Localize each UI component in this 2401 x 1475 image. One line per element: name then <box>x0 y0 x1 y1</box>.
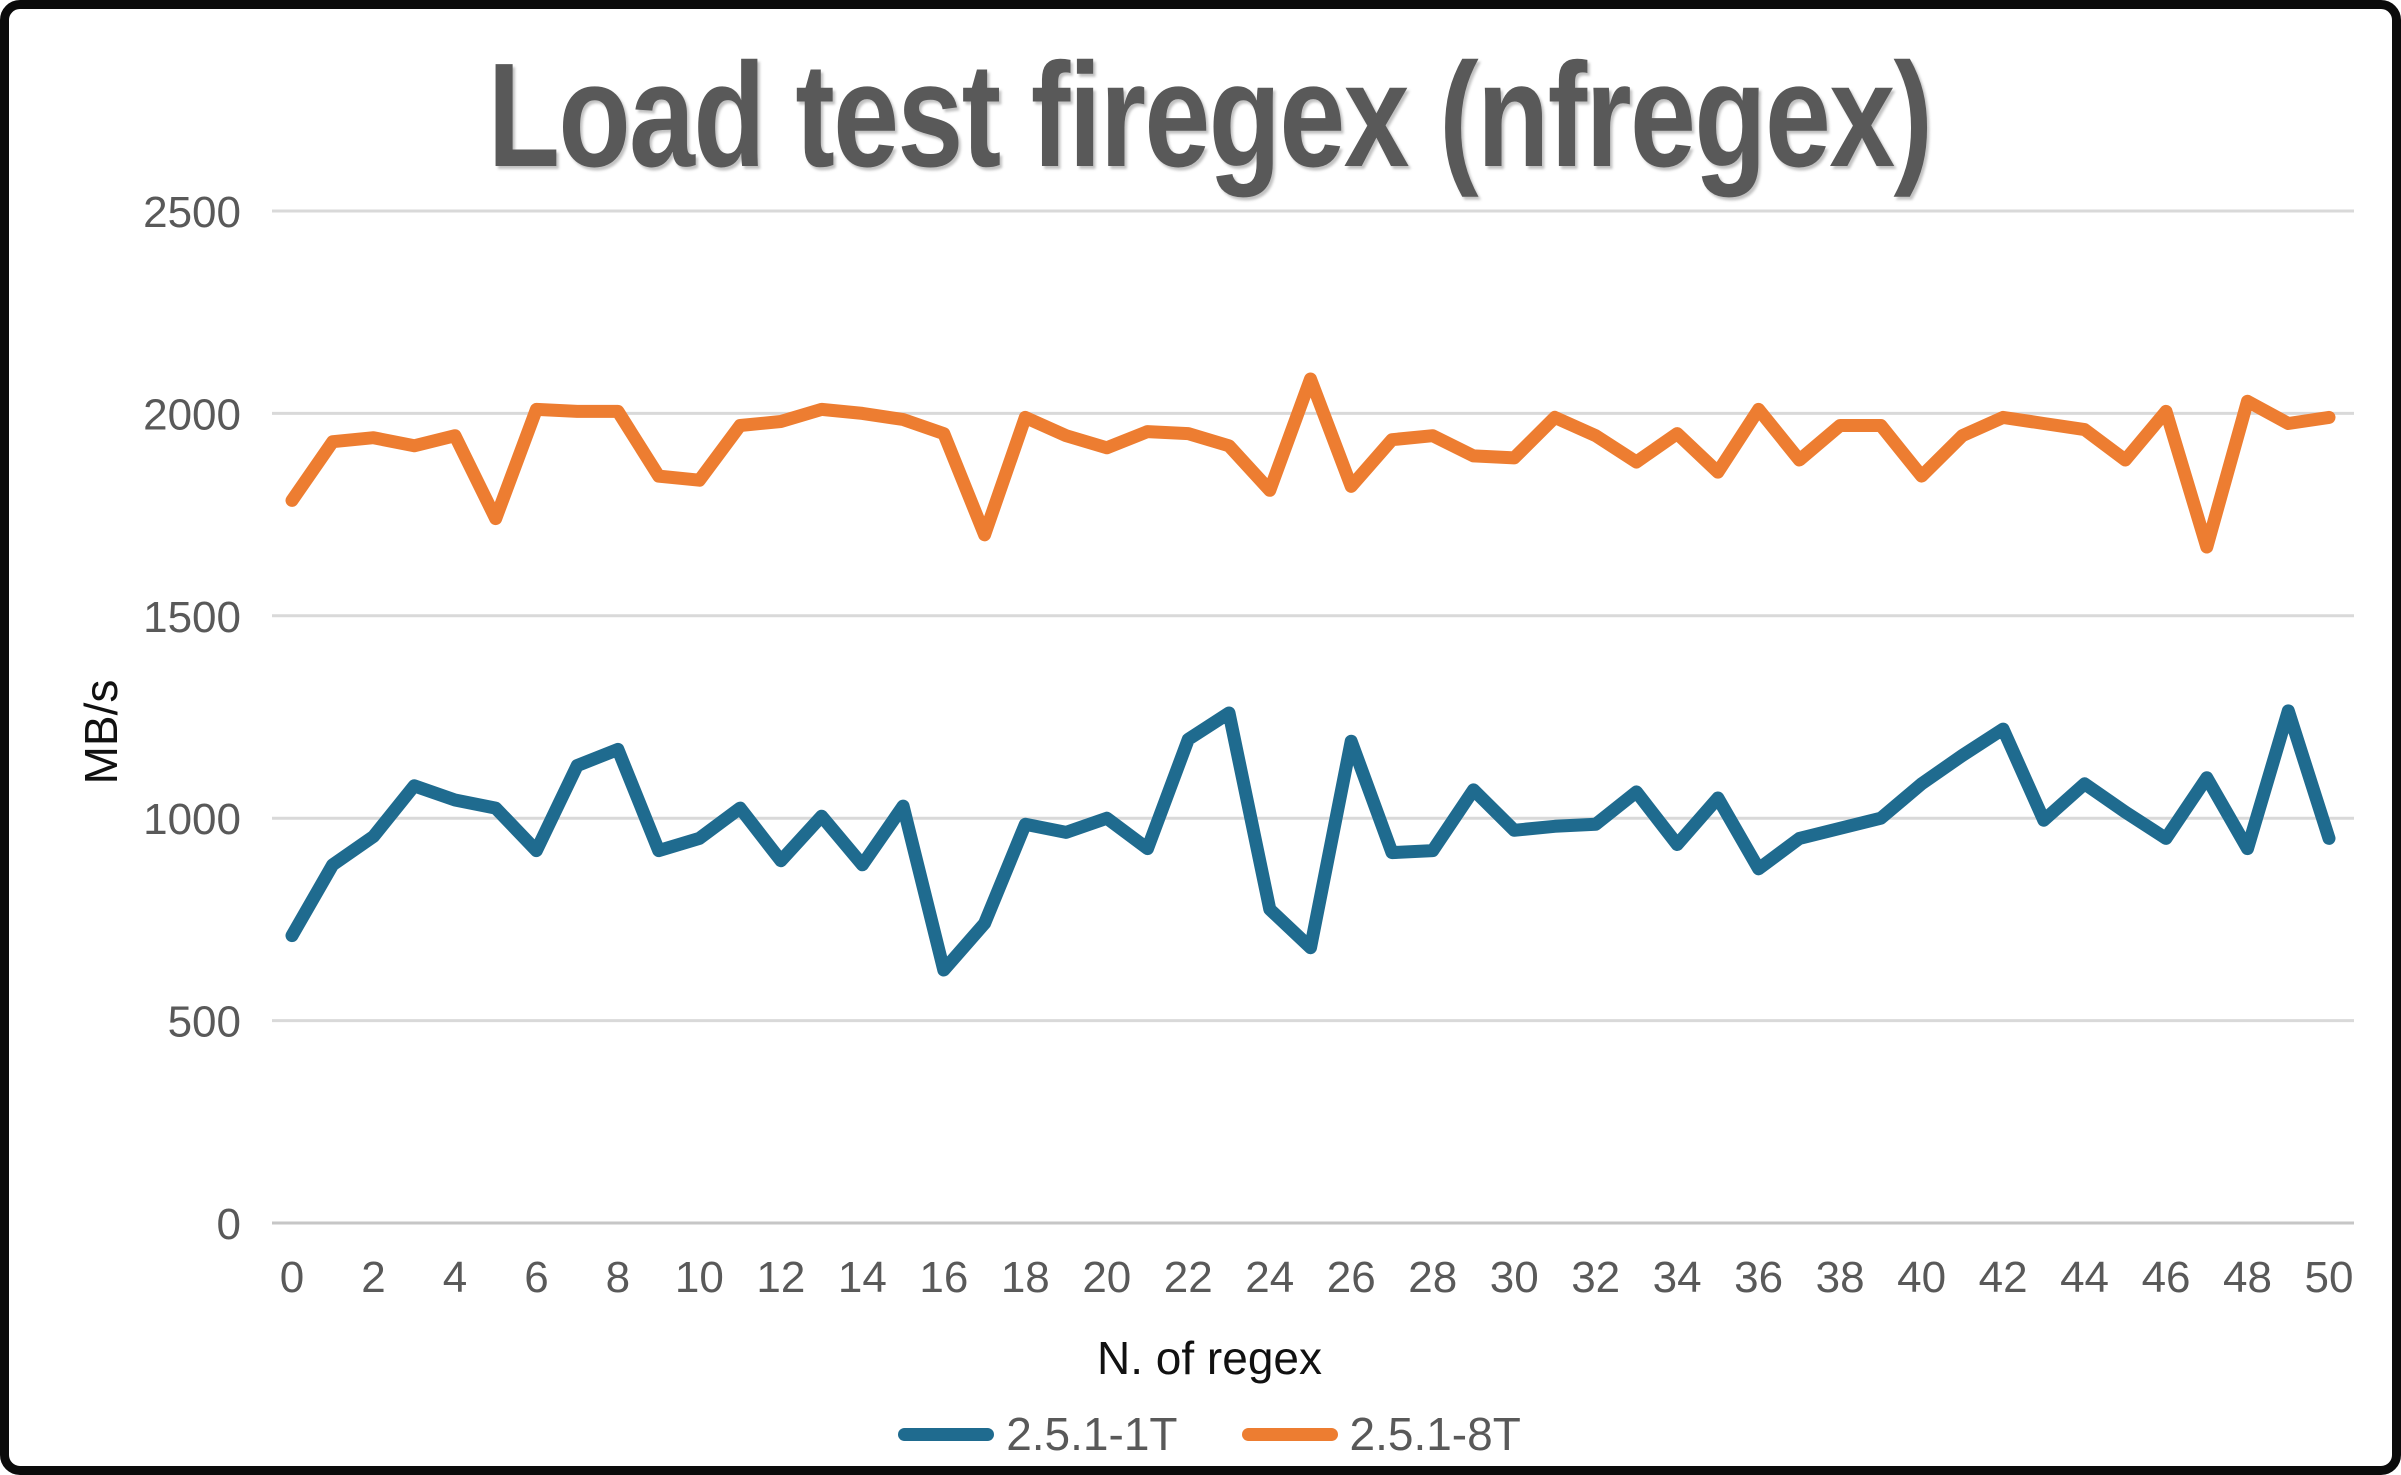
legend-swatch-series-2 <box>1241 1427 1338 1441</box>
x-tick-label: 18 <box>1001 1253 1050 1302</box>
y-tick-label: 2500 <box>143 188 241 237</box>
x-tick-label: 40 <box>1897 1253 1946 1302</box>
x-tick-label: 28 <box>1408 1253 1457 1302</box>
x-tick-label: 6 <box>524 1253 548 1302</box>
x-tick-label: 42 <box>1979 1253 2028 1302</box>
x-tick-label: 34 <box>1653 1253 1702 1302</box>
x-tick-label: 32 <box>1571 1253 1620 1302</box>
y-tick-label: 1500 <box>143 593 241 642</box>
x-tick-label: 2 <box>361 1253 385 1302</box>
y-tick-label: 0 <box>217 1200 241 1249</box>
x-tick-label: 46 <box>2142 1253 2191 1302</box>
legend-item-series-2: 2.5.1-8T <box>1241 1407 1521 1461</box>
x-tick-label: 50 <box>2305 1253 2354 1302</box>
legend: 2.5.1-1T 2.5.1-8T <box>9 1407 2392 1461</box>
x-tick-label: 4 <box>443 1253 467 1302</box>
x-tick-label: 14 <box>838 1253 887 1302</box>
x-tick-label: 26 <box>1327 1253 1376 1302</box>
x-tick-label: 36 <box>1734 1253 1783 1302</box>
x-tick-label: 10 <box>675 1253 724 1302</box>
x-tick-label: 12 <box>756 1253 805 1302</box>
legend-swatch-series-1 <box>898 1427 995 1441</box>
x-tick-label: 38 <box>1816 1253 1865 1302</box>
x-tick-label: 0 <box>280 1253 304 1302</box>
y-axis-title-text: MB/s <box>75 679 127 785</box>
x-tick-label: 22 <box>1164 1253 1213 1302</box>
x-tick-label: 16 <box>919 1253 968 1302</box>
x-tick-label: 24 <box>1245 1253 1294 1302</box>
x-tick-label: 8 <box>606 1253 630 1302</box>
y-tick-label: 1000 <box>143 795 241 844</box>
series-line-2.5.1-1T <box>285 704 2336 977</box>
chart-title: Load test firegex (nfregex) <box>487 33 1933 198</box>
x-tick-label: 48 <box>2223 1253 2272 1302</box>
legend-label-series-1: 2.5.1-1T <box>1006 1408 1178 1460</box>
x-tick-label: 20 <box>1082 1253 1131 1302</box>
y-tick-label: 500 <box>168 998 241 1047</box>
legend-item-series-1: 2.5.1-1T <box>898 1407 1178 1461</box>
legend-label-series-2: 2.5.1-8T <box>1349 1408 1521 1460</box>
x-tick-label: 44 <box>2060 1253 2109 1302</box>
y-tick-label: 2000 <box>143 390 241 439</box>
series-line-2.5.1-8T <box>285 372 2336 554</box>
x-axis-title: N. of regex <box>1097 1332 1322 1384</box>
x-tick-label: 30 <box>1490 1253 1539 1302</box>
